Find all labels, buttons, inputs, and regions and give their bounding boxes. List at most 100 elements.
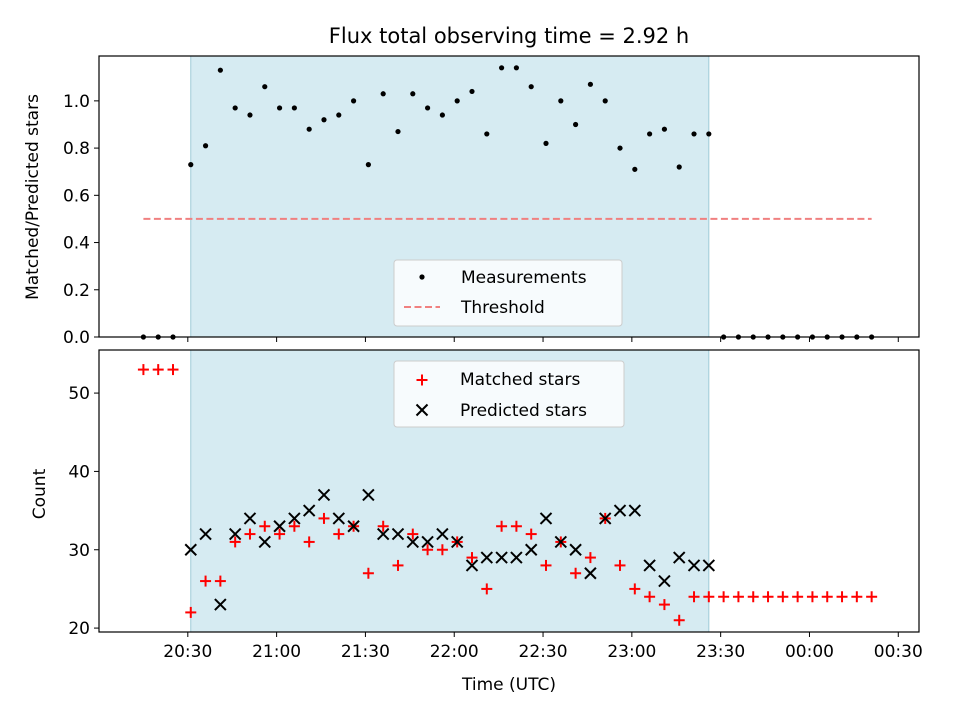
x-axis-label: Time (UTC) xyxy=(461,675,556,695)
matched-star-point xyxy=(836,591,848,603)
matched-star-point xyxy=(303,536,315,548)
measurement-point xyxy=(365,162,371,168)
x-tick-label: 23:30 xyxy=(696,642,745,662)
matched-star-point xyxy=(747,591,759,603)
measurement-point xyxy=(321,117,327,123)
top-axes-frame xyxy=(98,55,920,338)
top-y-tick-label: 0.4 xyxy=(63,234,90,254)
top-legend: Measurements Threshold xyxy=(393,259,623,327)
predicted-star-point xyxy=(495,551,508,564)
top-y-axis-label: Matched/Predicted stars xyxy=(23,94,43,300)
top-y-tick-label: 0.2 xyxy=(63,281,90,301)
matched-star-point xyxy=(362,567,374,579)
predicted-star-point xyxy=(302,504,316,517)
measurement-point xyxy=(528,84,534,90)
measurement-point xyxy=(247,112,253,118)
matched-star-point xyxy=(229,536,241,548)
matched-star-point xyxy=(200,575,212,587)
x-tick-label: 20:30 xyxy=(163,642,212,662)
legend-label-matched: Matched stars xyxy=(460,370,580,390)
matched-star-point xyxy=(152,364,164,376)
measurement-point xyxy=(202,143,209,149)
matched-star-point xyxy=(185,606,197,618)
predicted-star-point xyxy=(673,551,686,564)
legend-label-predicted: Predicted stars xyxy=(460,401,587,421)
bottom-y-tick-label: 50 xyxy=(68,384,90,404)
measurement-point xyxy=(469,88,475,95)
bottom-y-tick-label: 30 xyxy=(68,541,90,561)
matched-star-point xyxy=(821,591,833,603)
bottom-axes-frame xyxy=(98,349,920,633)
matched-star-point xyxy=(851,591,863,603)
predicted-star-point xyxy=(628,504,642,517)
matched-star-point xyxy=(137,364,149,376)
matched-star-point xyxy=(377,520,389,532)
matched-star-point xyxy=(481,583,493,595)
measurement-point xyxy=(602,98,608,104)
predicted-star-point xyxy=(436,527,449,541)
predicted-star-point xyxy=(332,512,345,525)
matched-star-point xyxy=(392,559,404,571)
legend-label-threshold: Threshold xyxy=(460,298,545,318)
predicted-star-point xyxy=(554,535,568,549)
x-tick-label: 22:00 xyxy=(430,642,479,662)
predicted-star-point xyxy=(362,488,375,502)
legend-marker-measurements xyxy=(419,274,425,280)
predicted-star-point xyxy=(376,527,390,541)
measurement-point xyxy=(291,105,297,111)
predicted-star-point xyxy=(613,504,627,517)
predicted-star-point xyxy=(184,543,197,556)
measurement-point xyxy=(617,145,623,151)
measurement-point xyxy=(439,112,445,118)
x-tick-label: 21:00 xyxy=(252,642,301,662)
predicted-star-point xyxy=(510,551,523,564)
predicted-star-point xyxy=(214,598,227,611)
matched-star-point xyxy=(703,591,715,603)
measurement-point xyxy=(484,131,490,137)
legend-marker-predicted xyxy=(415,403,429,417)
predicted-star-point xyxy=(199,527,212,541)
bottom-y-tick-label: 40 xyxy=(68,462,90,482)
measurement-point xyxy=(232,105,238,111)
matched-star-point xyxy=(570,567,582,579)
predicted-star-point xyxy=(687,559,701,572)
predicted-star-point xyxy=(421,535,434,549)
matched-star-point xyxy=(288,520,300,532)
matched-star-point xyxy=(644,591,656,603)
measurement-point xyxy=(262,84,268,90)
matched-star-point xyxy=(762,591,774,603)
predicted-star-point xyxy=(524,543,538,556)
measurement-point xyxy=(513,65,520,71)
predicted-star-point xyxy=(539,512,553,525)
legend-marker-matched xyxy=(416,374,428,386)
matched-star-point xyxy=(244,528,256,540)
measurement-point xyxy=(410,91,416,97)
matched-star-point xyxy=(732,591,744,603)
measurement-point xyxy=(350,98,357,104)
matched-star-point xyxy=(407,528,419,540)
bottom-legend: Matched stars Predicted stars xyxy=(393,360,625,428)
matched-star-point xyxy=(422,544,434,556)
matched-star-point xyxy=(777,591,789,603)
bottom-panel: 20 30 40 50 20:30 21:00 21:30 22:00 22:30 23:00 2… xyxy=(30,349,923,695)
bottom-legend-box xyxy=(393,360,625,428)
legend-label-measurements: Measurements xyxy=(461,268,587,288)
measurement-point xyxy=(632,166,638,172)
measurement-point xyxy=(380,91,386,97)
x-tick-label: 00:00 xyxy=(785,642,834,662)
matched-star-point xyxy=(629,583,641,595)
matched-star-point xyxy=(318,512,330,524)
predicted-star-point xyxy=(228,527,242,541)
predicted-star-point xyxy=(658,574,671,588)
predicted-star-point xyxy=(258,535,271,549)
matched-star-point xyxy=(259,520,271,532)
predicted-star-point xyxy=(406,535,419,549)
predicted-star-point xyxy=(317,488,331,502)
measurement-point xyxy=(454,98,460,104)
measurement-point xyxy=(706,131,712,137)
matched-star-point xyxy=(806,591,818,603)
matched-star-point xyxy=(466,552,478,564)
predicted-star-point xyxy=(450,535,464,549)
x-tick-label: 21:30 xyxy=(341,642,390,662)
matched-star-point xyxy=(718,591,730,603)
